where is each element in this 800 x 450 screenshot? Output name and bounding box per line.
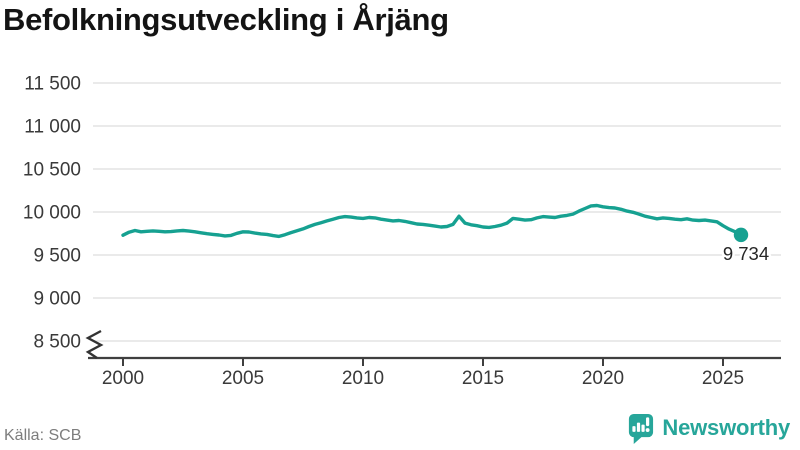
y-tick-label: 10 000 — [23, 203, 81, 224]
newsworthy-logo-text: Newsworthy — [662, 415, 790, 440]
x-tick-label: 2020 — [582, 368, 624, 389]
y-tick-label: 8 500 — [33, 332, 81, 353]
x-axis: 2000 2005 2010 2015 2020 2025 — [88, 356, 781, 389]
last-point-value-label: 9 734 — [723, 243, 769, 264]
x-tick-label: 2025 — [702, 368, 744, 389]
y-tick-label: 11 500 — [24, 74, 81, 95]
y-tick-label: 9 500 — [33, 246, 81, 267]
x-tick-label: 2010 — [342, 368, 384, 389]
x-tick-label: 2005 — [222, 368, 264, 389]
y-tick-label: 9 000 — [33, 289, 81, 310]
axis-break-icon — [85, 329, 104, 359]
page-title: Befolkningsutveckling i Årjäng — [3, 2, 449, 37]
last-point-dot — [733, 227, 749, 243]
newsworthy-icon — [629, 413, 654, 444]
x-tick-label: 2015 — [462, 368, 504, 389]
y-tick-label: 11 000 — [24, 117, 81, 138]
population-series-line — [121, 203, 743, 239]
y-axis-labels: 8 500 9 000 9 500 10 000 10 500 11 000 11 500 — [23, 74, 81, 353]
y-tick-label: 10 500 — [23, 160, 81, 181]
source-label: Källa: SCB — [4, 427, 82, 444]
grid-lines — [93, 82, 781, 342]
newsworthy-logo[interactable]: Newsworthy — [626, 412, 790, 444]
x-tick-label: 2000 — [102, 368, 144, 389]
